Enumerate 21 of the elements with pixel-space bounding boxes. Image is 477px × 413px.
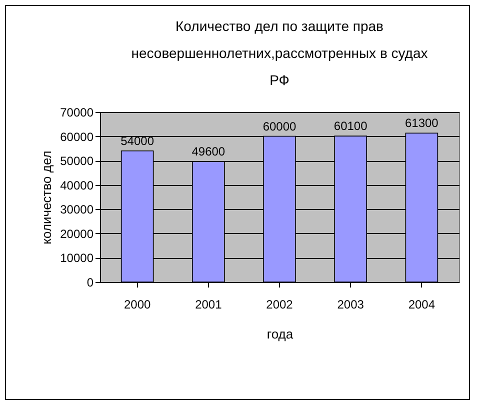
- y-axis-title: количество дел: [39, 150, 54, 244]
- y-tick-label: 50000: [60, 154, 94, 168]
- y-tick-label: 60000: [60, 130, 94, 144]
- data-label: 54000: [120, 134, 154, 148]
- x-tick-label: 2000: [124, 298, 151, 312]
- y-tick-label: 70000: [60, 106, 94, 120]
- data-label: 60100: [334, 119, 368, 134]
- x-tick-label: 2004: [408, 298, 436, 312]
- chart-title: Количество дел по защите прав несовершеннолетних,рассмотренных в судах РФ: [131, 18, 428, 88]
- x-tick-label: 2003: [337, 298, 364, 312]
- y-tick-label: 10000: [60, 251, 94, 266]
- data-label: 61300: [404, 116, 439, 130]
- data-label: 60000: [262, 119, 297, 134]
- y-tick-label: 0: [86, 276, 94, 290]
- y-tick-label: 40000: [60, 178, 94, 192]
- x-tick-label: 2002: [266, 298, 294, 312]
- y-tick-label: 20000: [60, 226, 94, 241]
- y-tick-label: 30000: [60, 202, 94, 217]
- x-tick-label: 2001: [195, 298, 222, 312]
- data-label: 49600: [192, 144, 226, 159]
- x-axis-title: года: [266, 326, 294, 342]
